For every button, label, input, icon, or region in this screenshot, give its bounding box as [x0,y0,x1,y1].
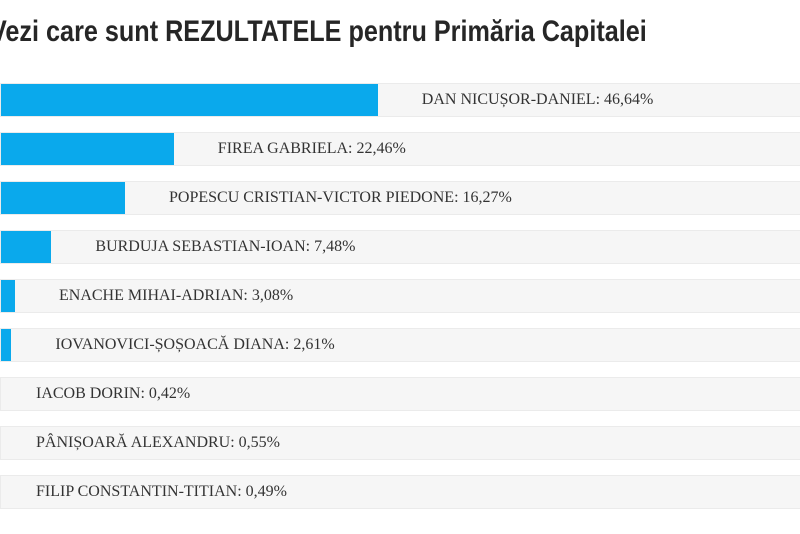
chart-row: IOVANOVICI-ȘOȘOACĂ DIANA: 2,61% [0,328,800,362]
result-label: IACOB DORIN: 0,42% [36,385,191,402]
result-bar [1,84,378,116]
chart-row: PÂNIȘOARĂ ALEXANDRU: 0,55% [0,426,800,460]
result-bar [1,182,125,214]
chart-row: IACOB DORIN: 0,42% [0,377,800,411]
chart-row: ENACHE MIHAI-ADRIAN: 3,08% [0,279,800,313]
result-label: FIREA GABRIELA: 22,46% [217,140,406,157]
result-bar [1,329,12,361]
chart-row: BURDUJA SEBASTIAN-IOAN: 7,48% [0,230,800,264]
chart-row: FILIP CONSTANTIN-TITIAN: 0,49% [0,475,800,509]
result-label: PÂNIȘOARĂ ALEXANDRU: 0,55% [36,434,281,451]
page-title: Vezi care sunt REZULTATELE pentru Primăr… [0,15,647,48]
result-label: FILIP CONSTANTIN-TITIAN: 0,49% [36,483,287,500]
result-label: IOVANOVICI-ȘOȘOACĂ DIANA: 2,61% [55,336,335,353]
results-bar-chart: DAN NICUȘOR-DANIEL: 46,64% FIREA GABRIEL… [0,83,800,524]
chart-row: POPESCU CRISTIAN-VICTOR PIEDONE: 16,27% [0,181,800,215]
result-bar [1,231,52,263]
chart-row: FIREA GABRIELA: 22,46% [0,132,800,166]
result-label: BURDUJA SEBASTIAN-IOAN: 7,48% [95,238,356,255]
result-label: POPESCU CRISTIAN-VICTOR PIEDONE: 16,27% [169,189,512,206]
result-label: DAN NICUȘOR-DANIEL: 46,64% [421,91,654,108]
result-bar [1,133,174,165]
result-bar [1,280,15,312]
result-label: ENACHE MIHAI-ADRIAN: 3,08% [59,287,294,304]
chart-row: DAN NICUȘOR-DANIEL: 46,64% [0,83,800,117]
